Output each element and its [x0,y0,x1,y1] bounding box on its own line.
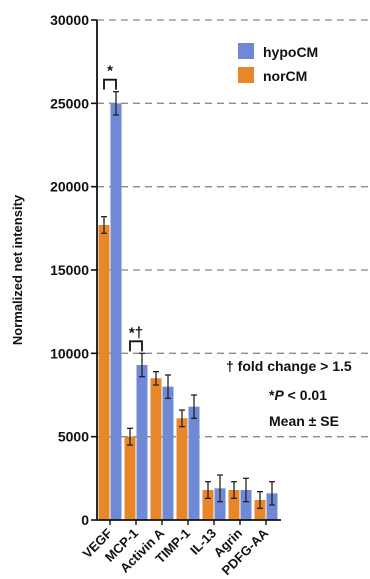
bar-norcm-pdfg-aa [254,500,266,520]
significance-bracket-vegf [103,78,117,90]
p-value-note: *P < 0.01 [269,387,327,403]
significance-label-vegf: * [107,63,113,80]
bar-norcm-activin-a [150,378,162,520]
legend-label-norCM: norCM [263,68,307,84]
legend: hypoCM norCM [238,43,318,84]
axes [91,19,281,525]
annotation-notes: † fold change > 1.5 *P < 0.01 Mean ± SE [226,358,352,429]
bar-norcm-timp-1 [176,418,188,520]
bar-hypocm-timp-1 [188,406,200,520]
y-tick-label-20000: 20000 [50,179,89,195]
bar-norcm-mcp-1 [124,436,136,520]
bar-hypocm-agrin [240,490,252,520]
y-tick-label-5000: 5000 [58,429,89,445]
y-axis-label: Normalized net intensity [10,194,25,345]
y-tick-label-10000: 10000 [50,345,89,361]
significance-brackets: * *† [103,63,143,352]
bar-norcm-agrin [228,490,240,520]
fold-change-note: † fold change > 1.5 [226,358,352,374]
bar-norcm-il-13 [202,490,214,520]
bars [98,103,278,520]
bar-hypocm-vegf [110,103,122,520]
p-value-star: * [269,387,275,403]
y-tick-label-30000: 30000 [50,12,89,28]
y-tick-label-25000: 25000 [50,95,89,111]
y-tick-labels: 0 5000 10000 15000 20000 25000 30000 [50,12,89,528]
y-tick-label-0: 0 [81,512,89,528]
error-bars [101,91,275,509]
bar-norcm-vegf [98,225,110,520]
p-value-letter: P [274,387,284,403]
legend-swatch-hypoCM [238,43,254,59]
significance-label-mcp-1: *† [129,324,143,341]
legend-swatch-norCM [238,67,254,83]
mean-se-note: Mean ± SE [269,413,339,429]
p-value-threshold: < 0.01 [284,387,327,403]
legend-label-hypoCM: hypoCM [263,44,318,60]
bar-hypocm-il-13 [214,488,226,520]
bar-hypocm-pdfg-aa [266,493,278,520]
bar-hypocm-mcp-1 [136,365,148,520]
y-tick-label-15000: 15000 [50,262,89,278]
significance-bracket-mcp-1 [129,340,143,352]
grid-lines [97,19,370,438]
bar-hypocm-activin-a [162,386,174,520]
